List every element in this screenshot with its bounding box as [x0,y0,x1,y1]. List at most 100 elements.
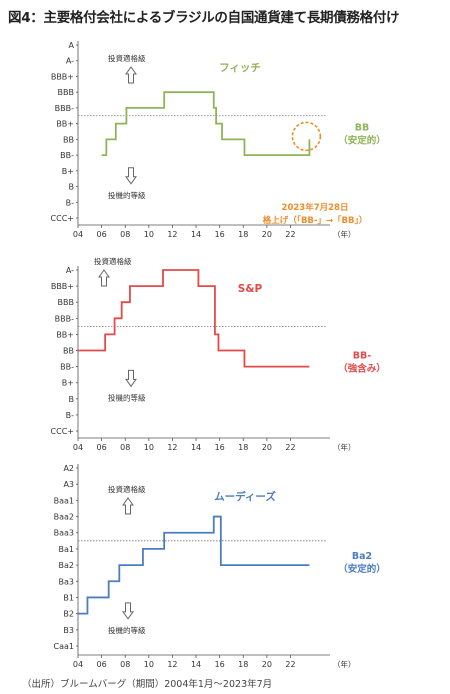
y-tick-label: BB+ [56,120,74,129]
x-tick-label: 06 [97,443,107,452]
y-tick-label: A3 [63,480,74,489]
investment-grade-label: 投資適格級 [94,256,132,266]
x-tick-label: 14 [191,230,201,239]
rating-series-line [101,91,311,156]
x-tick-label: 06 [97,660,107,669]
investment-grade-label: 投資適格級 [108,484,146,494]
y-tick-label: BB+ [56,330,74,339]
x-tick-label: 06 [97,230,107,239]
y-tick-label: B [69,183,75,192]
x-tick-label: 16 [215,443,225,452]
y-tick-label: B [69,395,75,404]
y-tick-label: Ba2 [59,561,74,570]
end-outlook-label: （安定的） [338,563,386,575]
x-unit-label: （年） [333,442,356,452]
y-tick-label: Ba1 [59,545,74,554]
down-arrow-icon [125,167,137,185]
x-tick-label: 22 [285,230,295,239]
upgrade-highlight-circle [291,121,322,152]
y-tick-label: Baa2 [54,513,74,522]
x-tick-label: 12 [167,230,177,239]
x-tick-label: 12 [167,660,177,669]
y-tick-label: CCC+ [51,214,74,223]
x-tick-label: 20 [262,660,272,669]
y-tick-label: B- [66,198,74,207]
y-tick-label: B3 [63,626,74,635]
x-tick-label: 12 [167,443,177,452]
y-tick-label: B+ [62,379,74,388]
y-tick-label: BB [63,135,74,144]
x-tick-label: 14 [191,443,201,452]
y-tick-label: B2 [63,610,74,619]
y-tick-label: Baa3 [54,529,74,538]
x-tick-label: 20 [262,443,272,452]
x-tick-label: 10 [144,660,154,669]
y-tick-label: BBB+ [51,282,74,291]
y-tick-label: BB- [60,363,74,372]
y-tick-label: B- [66,411,74,420]
y-tick-label: BBB [58,88,74,97]
y-tick-label: B+ [62,167,74,176]
y-tick-label: Caa1 [54,642,74,651]
x-tick-label: 22 [285,660,295,669]
x-tick-label: 04 [73,230,83,239]
rating-series-line [78,269,310,368]
series-name-label: S&P [238,283,263,295]
source-note: （出所）ブルームバーグ（期間）2004年1月～2023年7月 [22,679,273,690]
down-arrow-icon [125,369,137,388]
x-tick-label: 08 [120,230,130,239]
y-tick-label: A- [66,266,74,275]
x-tick-label: 10 [144,230,154,239]
end-rating-label: BB [355,122,369,133]
x-tick-label: 18 [238,660,248,669]
series-name-label: ムーディーズ [214,490,276,503]
down-arrow-icon [122,602,134,620]
up-arrow-icon [122,497,134,515]
x-tick-label: 10 [144,443,154,452]
y-tick-label: BB- [60,151,74,160]
x-tick-label: 18 [238,443,248,452]
y-tick-label: BB [63,347,74,356]
y-tick-label: BBB [58,298,74,307]
x-tick-label: 18 [238,230,248,239]
x-unit-label: （年） [333,659,356,669]
x-tick-label: 08 [120,660,130,669]
rating-series-line [78,515,310,615]
speculative-grade-label: 投機的等級 [108,625,146,635]
y-tick-label: B1 [63,593,74,602]
end-rating-label: BB- [353,351,371,362]
investment-grade-label: 投資適格級 [108,53,146,63]
speculative-grade-label: 投機的等級 [108,190,146,200]
annotation-date: 2023年7月28日 [282,202,349,213]
y-tick-label: A2 [63,464,74,473]
x-tick-label: 04 [73,660,83,669]
y-tick-label: A- [66,57,74,66]
x-tick-label: 04 [73,443,83,452]
y-tick-label: BBB- [55,314,74,323]
x-tick-label: 08 [120,443,130,452]
y-tick-label: A [69,41,75,50]
up-arrow-icon [125,66,137,84]
y-tick-label: Ba3 [59,577,74,586]
y-tick-label: BBB- [55,104,74,113]
y-tick-label: Baa1 [54,496,74,505]
end-rating-label: Ba2 [352,551,372,562]
x-tick-label: 16 [215,660,225,669]
end-outlook-label: （強含み） [338,363,386,375]
end-outlook-label: （安定的） [338,134,386,146]
x-tick-label: 16 [215,230,225,239]
y-tick-label: BBB+ [51,72,74,81]
moodys-chart: A2 A3 Baa1 Baa2 Baa3 Ba1 Ba2 Ba3 B1 B2 B3 Caa1 04 06 0… [54,464,386,669]
x-tick-label: 20 [262,230,272,239]
up-arrow-icon [98,269,110,287]
speculative-grade-label: 投機的等級 [108,392,146,402]
y-tick-label: CCC+ [51,427,74,436]
x-tick-label: 14 [191,660,201,669]
figure-title: 図4：主要格付会社によるブラジルの自国通貨建て長期債務格付け [8,10,400,26]
series-name-label: フィッチ [219,62,261,74]
x-tick-label: 22 [285,443,295,452]
x-unit-label: （年） [333,229,356,239]
annotation-text: 格上げ（「BB-」→「BB」） [263,215,368,226]
